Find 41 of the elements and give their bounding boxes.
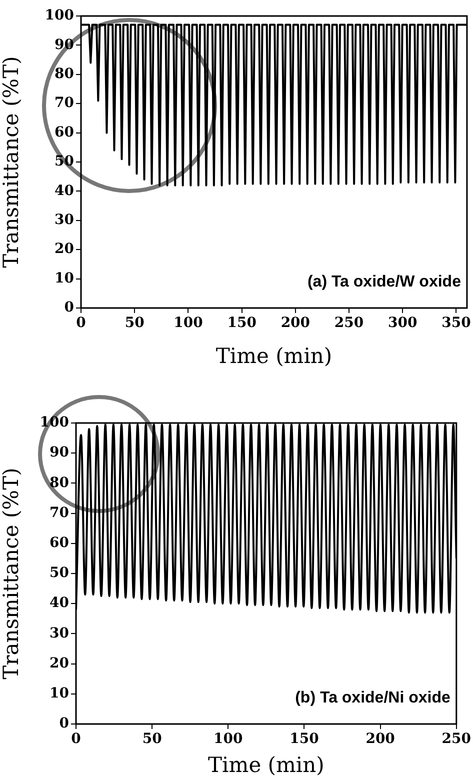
y-tick-label: 90: [54, 36, 74, 53]
x-axis-title: Time (min): [208, 752, 324, 777]
x-tick-label: 50: [142, 731, 162, 748]
x-tick-label: 300: [388, 315, 418, 332]
x-tick-label: 200: [366, 731, 396, 748]
y-axis-title: Transmittance (%T): [0, 56, 24, 268]
y-tick-label: 50: [54, 154, 74, 170]
x-tick-label: 150: [227, 315, 257, 332]
y-tick-label: 30: [54, 212, 74, 228]
y-tick-label: 70: [50, 504, 70, 521]
y-tick-label: 60: [50, 535, 70, 552]
x-tick-label: 250: [442, 731, 472, 748]
y-tick-label: 0: [64, 300, 74, 316]
x-tick-label: 150: [290, 731, 320, 748]
x-axis-title: Time (min): [216, 344, 332, 368]
y-axis-title: Transmittance (%T): [0, 468, 24, 680]
x-tick-label: 200: [280, 315, 310, 332]
annotation: (a) Ta oxide/W oxide: [307, 273, 462, 290]
x-tick-label: 0: [76, 315, 86, 332]
y-tick-label: 80: [50, 474, 70, 491]
y-tick-label: 100: [44, 8, 74, 24]
y-tick-label: 90: [50, 444, 70, 461]
y-tick-label: 100: [40, 414, 70, 431]
x-tick-label: 100: [174, 315, 204, 332]
y-tick-label: 40: [54, 182, 74, 199]
y-tick-label: 20: [54, 241, 74, 258]
y-tick-label: 80: [54, 66, 74, 82]
y-tick-label: 40: [50, 595, 70, 612]
y-tick-label: 0: [59, 716, 70, 732]
annotation: (b) Ta oxide/Ni oxide: [295, 689, 450, 706]
x-tick-label: 100: [214, 731, 244, 748]
y-tick-label: 60: [54, 124, 74, 140]
y-tick-label: 50: [50, 565, 70, 582]
y-tick-label: 10: [54, 270, 74, 286]
y-tick-label: 30: [50, 625, 70, 642]
x-tick-label: 250: [334, 315, 364, 332]
y-tick-label: 70: [54, 95, 74, 112]
y-tick-label: 10: [50, 686, 70, 702]
y-tick-label: 20: [50, 655, 70, 672]
x-tick-label: 350: [442, 315, 472, 332]
x-tick-label: 50: [124, 315, 145, 332]
